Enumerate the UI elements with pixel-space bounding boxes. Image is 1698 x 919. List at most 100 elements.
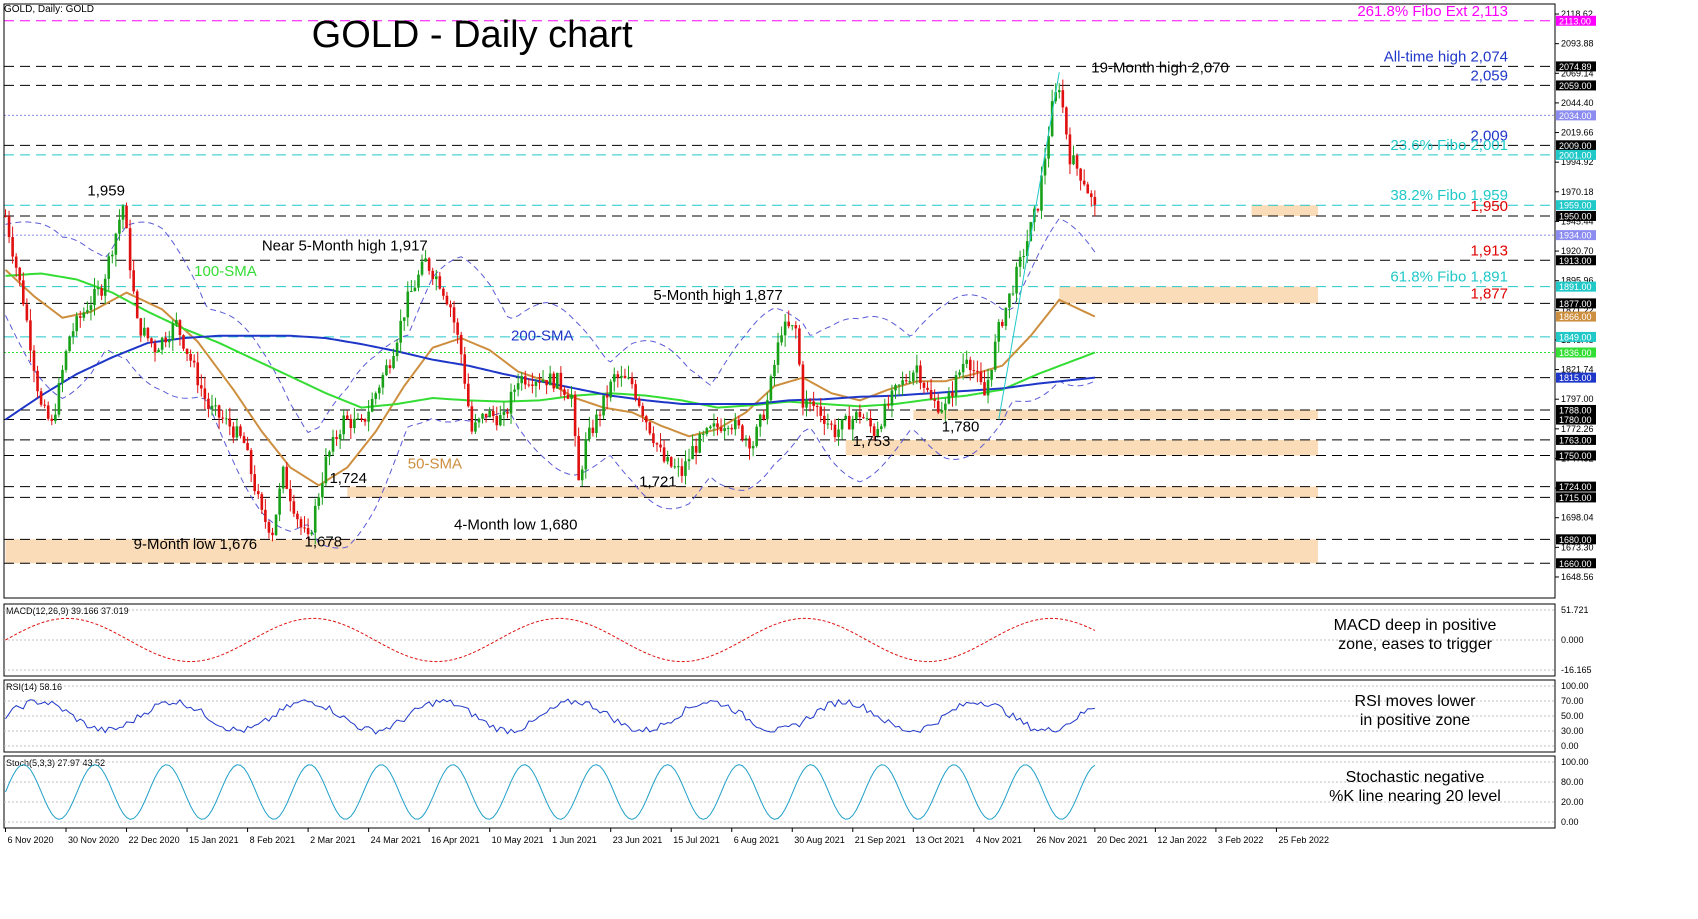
level-box-9 [1556,255,1596,266]
level-box-label-5: 2001.00 [1559,150,1592,160]
level-box-12 [1556,311,1596,322]
annotation-11: 1,780 [942,419,980,436]
candle-body [1057,90,1061,93]
candle-body [897,384,901,386]
annotation-3: Near 5-Month high 1,917 [262,238,428,255]
macd-label: MACD(12,26,9) 39.166 37.019 [6,606,129,616]
candle-body [192,360,196,363]
candle-body [890,390,894,406]
candle-body [698,434,701,453]
candle-body [1065,107,1068,135]
candle-body [1011,293,1015,295]
candle-body [32,350,36,371]
candle-body [442,288,445,296]
time-axis: 6 Nov 2020 30 Nov 2020 22 Dec 2020 15 Jan 2… [5,828,1329,845]
y-tick-label: 1994.92 [1561,157,1594,167]
candle-body [456,322,459,335]
candle-body [1093,197,1097,205]
candle-body [14,256,18,268]
x-tick-label: 26 Nov 2021 [1036,835,1087,845]
level-box-label-17: 1780.00 [1559,415,1592,425]
level-box-label-2: 2059.00 [1559,81,1592,91]
candle-body [1040,175,1043,211]
candle-body [776,342,780,365]
candle-body [933,399,936,401]
candle-body [808,399,812,402]
level-box-label-10: 1891.00 [1559,282,1592,292]
candle-body [61,369,64,384]
candle-body [1029,222,1033,242]
candle-body [410,290,413,292]
candle-body [612,374,616,382]
annotation-9: 1,721 [639,474,677,491]
candle-body [584,439,588,470]
level-label-10: 61.8% Fibo 1,891 [1390,269,1508,286]
candle-body [798,328,801,365]
candle-body [303,527,306,529]
candle-body [1082,180,1086,185]
candle-body [1018,257,1022,267]
candle-body [669,456,673,467]
level-label-6: 38.2% Fibo 1,959 [1390,187,1508,204]
candle-body [431,270,434,280]
candle-body [947,392,951,404]
candle-body [983,382,986,396]
candle-body [997,321,1001,342]
candle-body [787,321,790,327]
candle-body [11,237,14,257]
candle-body [954,375,958,397]
candle-body [385,365,388,375]
macd-tick: 0.000 [1561,635,1584,645]
candle-body [844,415,847,420]
candle-body [840,419,844,430]
candle-body [75,316,78,332]
candle-body [413,287,417,291]
candle-body [289,488,292,502]
candle-body [531,384,534,386]
candle-body [595,414,598,433]
candle-body [869,418,872,427]
level-box-label-1: 2074.89 [1559,62,1592,72]
candle-body [926,387,929,390]
candle-body [374,393,378,399]
candle-body [577,435,580,481]
candle-body [830,423,833,425]
candle-body [239,426,242,437]
candle-body [452,307,456,323]
candle-body [648,422,652,434]
rsi-line [5,698,1095,735]
level-box-2 [1556,80,1596,91]
candle-body [459,334,463,355]
candle-body [573,394,577,436]
candle-body [552,373,556,389]
candle-body [805,399,808,408]
candle-body [71,331,75,337]
candle-body [762,414,766,420]
candle-body [965,359,968,364]
level-box-18 [1556,434,1596,445]
y-tick-label: 2118.62 [1561,9,1593,19]
candle-body [523,376,527,385]
candle-body [534,381,538,386]
candle-body [716,423,719,428]
candle-body [709,426,712,429]
candle-body [773,364,776,377]
x-tick-label: 22 Dec 2020 [129,835,180,845]
level-box-label-19: 1750.00 [1559,451,1592,461]
y-tick-label: 1920.70 [1561,246,1594,256]
candle-body [256,491,260,495]
candle-body [495,416,499,426]
indicator-panels: MACD(12,26,9) 39.166 37.019 51.721 0.000 -1… [3,603,1592,829]
level-box-22 [1556,534,1596,545]
candle-body [620,375,623,378]
level-box-11 [1556,298,1596,309]
candle-body [185,348,189,354]
y-tick-label: 1871.22 [1561,305,1594,315]
candle-body [402,317,406,321]
level-box-14 [1556,347,1596,358]
candle-body [823,415,826,424]
candle-body [324,456,328,484]
stoch-tick: 0.00 [1561,817,1579,827]
candle-body [951,392,954,397]
